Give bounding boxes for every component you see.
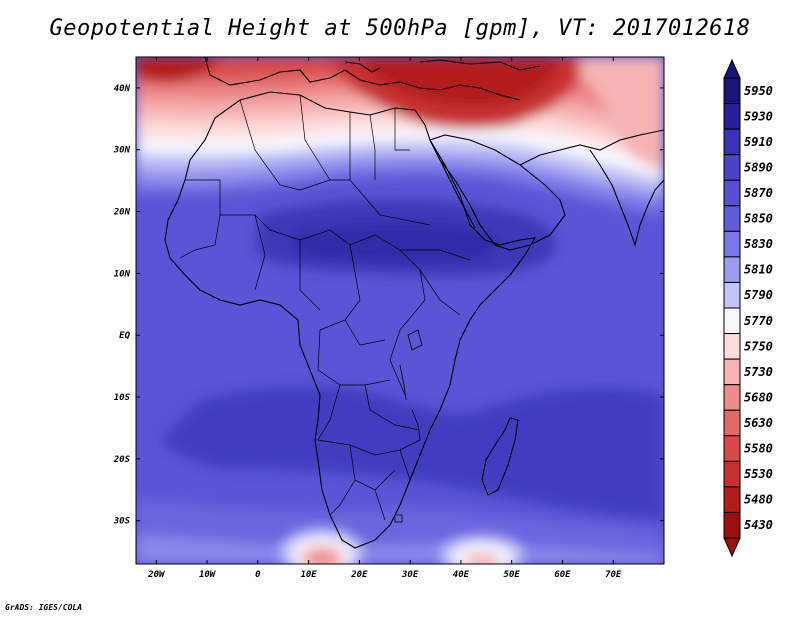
- colorbar-label: 5580: [744, 442, 773, 456]
- colorbar-swatch: [723, 128, 741, 156]
- colorbar-swatch: [723, 460, 741, 488]
- colorbar-label: 5630: [744, 416, 773, 430]
- grads-credit: GrADS: IGES/COLA: [5, 603, 83, 612]
- colorbar-label: 5890: [744, 160, 773, 174]
- coastlines: [164, 57, 664, 549]
- colorbar-swatch: [723, 486, 741, 513]
- colorbar-label: 5870: [744, 186, 773, 200]
- colorbar-label: 5680: [744, 390, 773, 404]
- colorbar-swatch: [723, 154, 741, 181]
- colorbar-swatch: [723, 281, 741, 309]
- india-coastline: [589, 149, 664, 247]
- colorbar-label: 5530: [744, 467, 773, 481]
- colorbar-swatch: [723, 409, 741, 437]
- map-frame: [135, 56, 665, 565]
- europe-coastline: [204, 57, 521, 101]
- lat-tick-label: EQ: [119, 331, 130, 341]
- colorbar-swatch: [723, 511, 741, 539]
- colorbar-label: 5850: [744, 212, 773, 226]
- colorbar-swatch: [723, 205, 741, 232]
- lat-tick-label: 30N: [113, 146, 131, 156]
- lat-tick-label: 20N: [113, 208, 131, 218]
- colorbar-swatch: [723, 179, 741, 207]
- colorbar-label: 5770: [744, 314, 773, 328]
- map-title: Geopotential Height at 500hPa [gpm], VT:…: [49, 16, 751, 41]
- colorbar-swatch: [723, 307, 741, 335]
- lon-tick-label: 70E: [605, 570, 622, 580]
- colorbar-label: 5750: [744, 339, 773, 353]
- lat-tick-label: 40N: [114, 84, 131, 94]
- colorbar-swatch: [723, 384, 741, 411]
- colorbar-top-arrow: [723, 58, 741, 79]
- colorbar-bottom-arrow: [723, 537, 741, 558]
- lon-tick-label: 0: [255, 570, 261, 580]
- colorbar-label: 5480: [744, 493, 773, 507]
- africa-coastline: [164, 91, 537, 549]
- colorbar: 5950 5930 5910 5890 5870 5850 5830 5810 5790 5770…: [723, 58, 773, 558]
- lat-tick-label: 20S: [113, 455, 131, 465]
- colorbar-label: 5790: [744, 288, 773, 302]
- colorbar-swatch: [723, 333, 741, 360]
- lon-tick-label: 40E: [453, 570, 470, 580]
- arabia-coastline: [429, 134, 566, 251]
- colorbar-swatch: [723, 103, 741, 130]
- longitude-axis: 20W 10W 0 10E 20E 30E 40E 50E 60E 70E: [147, 57, 622, 580]
- colorbar-label: 5930: [744, 109, 773, 123]
- colorbar-label: 5910: [744, 135, 773, 149]
- lat-tick-label: 10S: [114, 393, 131, 403]
- colorbar-label: 5950: [744, 84, 773, 98]
- lon-tick-label: 10W: [199, 570, 217, 580]
- lon-tick-label: 20E: [350, 570, 368, 580]
- colorbar-swatch: [723, 230, 741, 258]
- colorbar-label: 5730: [744, 365, 773, 379]
- colorbar-swatch: [723, 256, 741, 283]
- lat-tick-label: 30S: [113, 517, 131, 527]
- latitude-axis: 40N 30N 20N 10N EQ 10S 20S 30S: [113, 84, 664, 527]
- colorbar-swatch: [723, 358, 741, 386]
- lat-tick-label: 10N: [114, 269, 131, 279]
- colorbar-label: 5430: [744, 518, 773, 532]
- colorbar-label: 5810: [744, 263, 773, 277]
- lon-tick-label: 50E: [504, 570, 521, 580]
- colorbar-swatch: [723, 435, 741, 462]
- lon-tick-label: 60E: [554, 570, 571, 580]
- madagascar-coastline: [481, 417, 519, 496]
- colorbar-swatch: [723, 77, 741, 105]
- lon-tick-label: 20W: [147, 570, 166, 580]
- colorbar-label: 5830: [744, 237, 773, 251]
- lon-tick-label: 10E: [300, 570, 317, 580]
- height-field: [136, 57, 664, 564]
- lon-tick-label: 30E: [401, 570, 419, 580]
